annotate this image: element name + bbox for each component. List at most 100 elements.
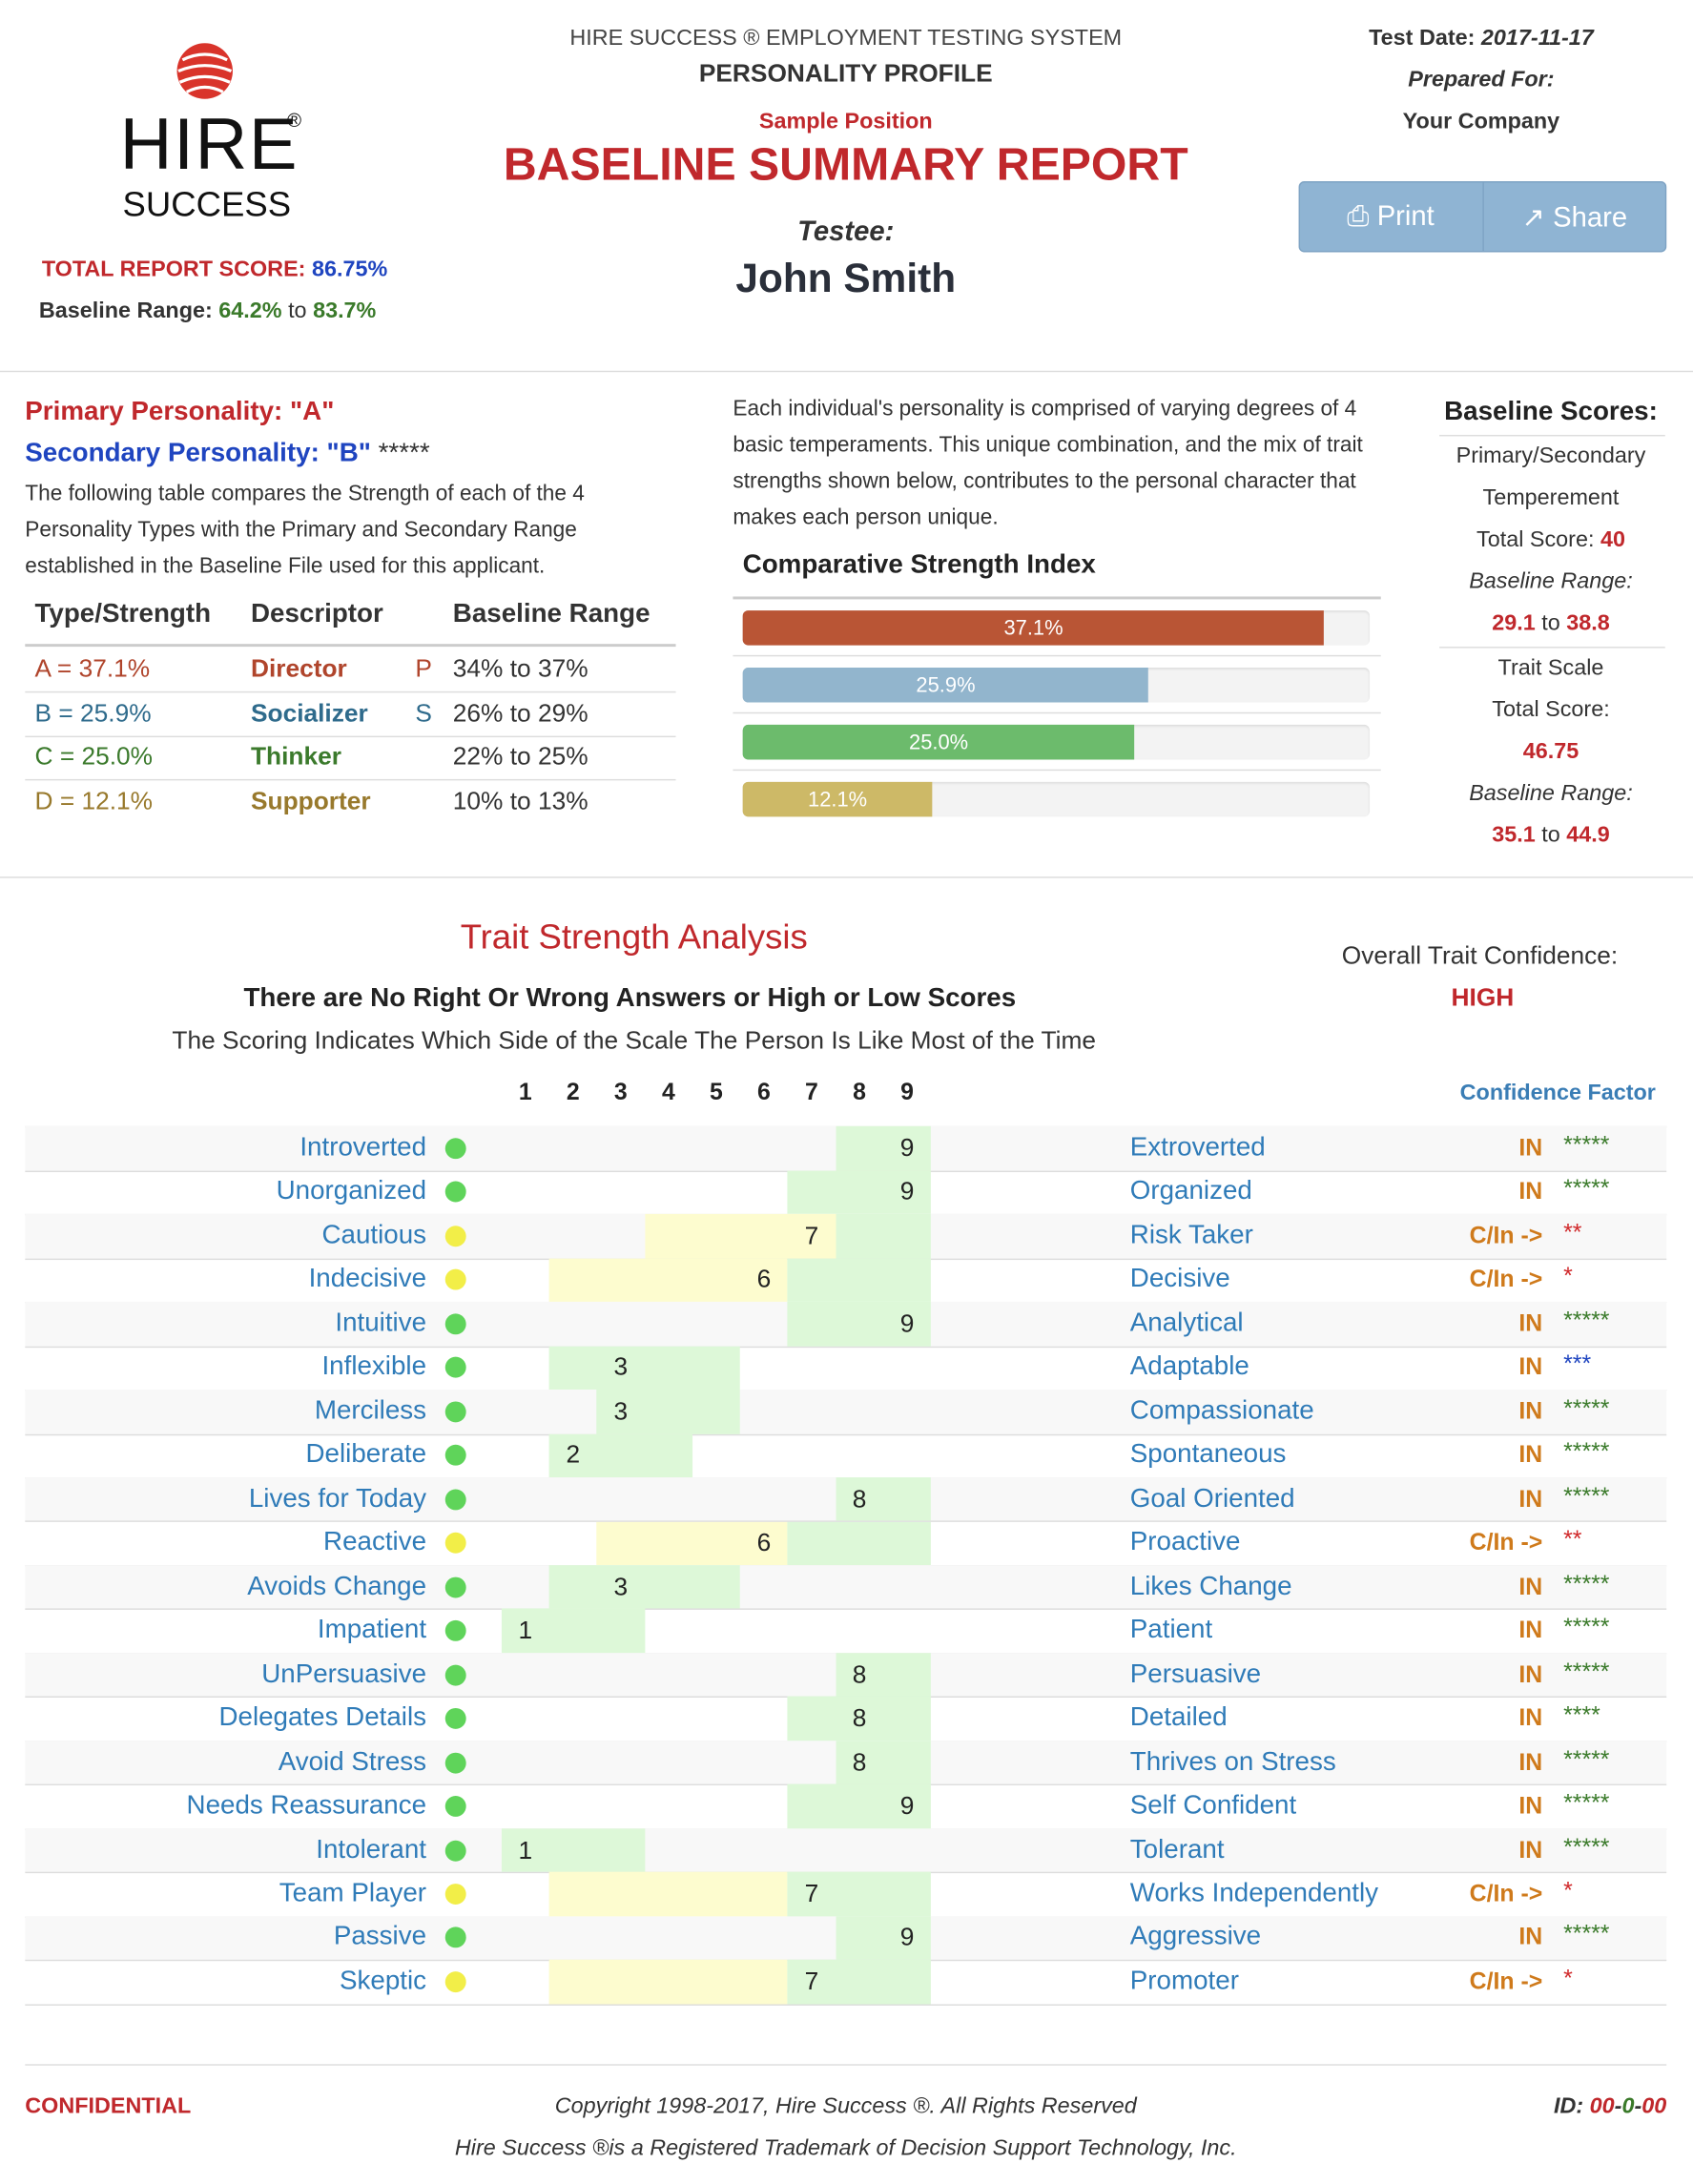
left-trait: Avoids Change bbox=[247, 1572, 427, 1601]
prepared-for: Your Company bbox=[1402, 110, 1560, 134]
confidence: IN bbox=[1518, 1748, 1543, 1776]
type-label: B = 25.9% bbox=[34, 698, 152, 727]
stars: ***** bbox=[1563, 1614, 1610, 1641]
confidence: C/In -> bbox=[1469, 1222, 1543, 1249]
print-button[interactable]: ⎙ Print bbox=[1347, 201, 1435, 233]
baseline-title: Baseline Scores: bbox=[1444, 397, 1658, 427]
stars: ***** bbox=[1563, 1921, 1610, 1948]
left-trait: Impatient bbox=[317, 1615, 427, 1645]
stars: ***** bbox=[1563, 1833, 1610, 1861]
baseline-band bbox=[787, 1258, 932, 1303]
value: 83.7% bbox=[313, 299, 377, 324]
right-trait: Analytical bbox=[1129, 1308, 1244, 1338]
trait-title: Trait Strength Analysis bbox=[460, 917, 808, 958]
baseline-range: Baseline Range: 64.2% to 83.7% bbox=[39, 299, 376, 324]
factor-label: Confidence Factor bbox=[1459, 1082, 1656, 1105]
score: 9 bbox=[899, 1308, 915, 1338]
profile: PERSONALITY PROFILE bbox=[698, 59, 993, 88]
confidence: C/In -> bbox=[1469, 1529, 1543, 1556]
score: 7 bbox=[804, 1879, 819, 1907]
range: 34% to 37% bbox=[452, 654, 588, 683]
row-line bbox=[25, 2003, 1667, 2006]
id: 00 bbox=[1589, 2094, 1615, 2119]
text: Trait Scale bbox=[1497, 656, 1604, 681]
score: 9 bbox=[899, 1177, 915, 1206]
score: 7 bbox=[804, 1967, 819, 1995]
confidence: IN bbox=[1518, 1573, 1543, 1600]
score: 9 bbox=[899, 1923, 915, 1951]
col-header: Descriptor bbox=[250, 599, 383, 629]
position: Sample Position bbox=[758, 110, 933, 134]
text: Primary/Secondary bbox=[1456, 444, 1646, 469]
stars: *** bbox=[1563, 1350, 1592, 1378]
right-trait: Organized bbox=[1129, 1177, 1252, 1206]
baseline-band bbox=[548, 1433, 692, 1478]
stars: ** bbox=[1563, 1219, 1582, 1247]
row-line bbox=[25, 690, 676, 693]
status-dot bbox=[444, 1533, 466, 1555]
score: 3 bbox=[613, 1396, 629, 1426]
trademark: Hire Success ®is a Registered Trademark … bbox=[454, 2136, 1237, 2161]
button-group: ⎙ Print ↗ Share bbox=[1298, 180, 1667, 253]
text: 38.8 bbox=[1566, 611, 1610, 636]
baseline-band bbox=[548, 1346, 740, 1391]
confidence: C/In -> bbox=[1469, 1880, 1543, 1907]
score: 6 bbox=[756, 1528, 772, 1556]
status-dot bbox=[444, 1796, 466, 1818]
confidence: IN bbox=[1518, 1178, 1543, 1205]
share-button[interactable]: ↗ Share bbox=[1521, 202, 1628, 234]
row-line bbox=[733, 711, 1381, 714]
value: 64.2% bbox=[218, 299, 282, 324]
baseline-line: Total Score: bbox=[1492, 698, 1609, 723]
stars: * bbox=[1563, 1877, 1573, 1905]
row-stripe bbox=[25, 1565, 1667, 1610]
confidence: IN bbox=[1518, 1397, 1543, 1425]
intro: The following table compares the Strengt… bbox=[25, 482, 585, 579]
left-trait: Merciless bbox=[314, 1396, 427, 1426]
stars: ***** bbox=[1563, 1570, 1610, 1597]
caution-band bbox=[644, 1214, 836, 1259]
left-trait: Delegates Details bbox=[218, 1702, 427, 1733]
right-trait: Self Confident bbox=[1129, 1790, 1297, 1821]
logo-reg: ® bbox=[286, 108, 302, 132]
right-trait: Likes Change bbox=[1129, 1572, 1292, 1601]
left-trait: Unorganized bbox=[276, 1177, 427, 1206]
baseline-band bbox=[787, 1872, 932, 1916]
status-dot bbox=[444, 1226, 466, 1247]
left-trait: Avoid Stress bbox=[278, 1746, 427, 1777]
col-header: Type/Strength bbox=[34, 599, 212, 629]
right-trait: Risk Taker bbox=[1129, 1221, 1253, 1250]
text: 35.1 bbox=[1492, 823, 1536, 848]
text: Total Score: bbox=[1476, 527, 1595, 552]
range: 26% to 29% bbox=[452, 698, 588, 727]
right-trait: Compassionate bbox=[1129, 1396, 1314, 1426]
range: 10% to 13% bbox=[452, 787, 588, 815]
bar-label: 25.9% bbox=[916, 673, 976, 698]
right-trait: Aggressive bbox=[1129, 1922, 1262, 1952]
confidence: IN bbox=[1518, 1704, 1543, 1732]
index-title: Comparative Strength Index bbox=[742, 550, 1096, 580]
baseline-band bbox=[787, 1697, 932, 1741]
left-trait: Team Player bbox=[279, 1878, 427, 1908]
testee-label: Testee: bbox=[797, 216, 895, 248]
bar bbox=[742, 610, 1325, 646]
bar bbox=[742, 724, 1135, 760]
baseline-line: Primary/Secondary bbox=[1456, 444, 1646, 469]
scale-tick: 5 bbox=[709, 1079, 723, 1105]
status-dot bbox=[444, 1445, 466, 1467]
status-dot bbox=[444, 1138, 466, 1160]
row-line bbox=[25, 1609, 1667, 1611]
id: 0 bbox=[1621, 2094, 1635, 2119]
stars: ***** bbox=[1563, 1307, 1610, 1334]
score: 7 bbox=[804, 1221, 819, 1250]
button-label: Print bbox=[1376, 201, 1435, 233]
status-dot bbox=[444, 1752, 466, 1774]
scale-tick: 2 bbox=[566, 1079, 580, 1105]
row-stripe bbox=[25, 1828, 1667, 1872]
confidence: C/In -> bbox=[1469, 1968, 1543, 1995]
status-dot bbox=[444, 1182, 466, 1204]
row-line bbox=[733, 654, 1381, 657]
right-trait: Adaptable bbox=[1129, 1352, 1249, 1382]
baseline-line: Temperement bbox=[1483, 486, 1620, 511]
right-trait: Patient bbox=[1129, 1615, 1213, 1645]
